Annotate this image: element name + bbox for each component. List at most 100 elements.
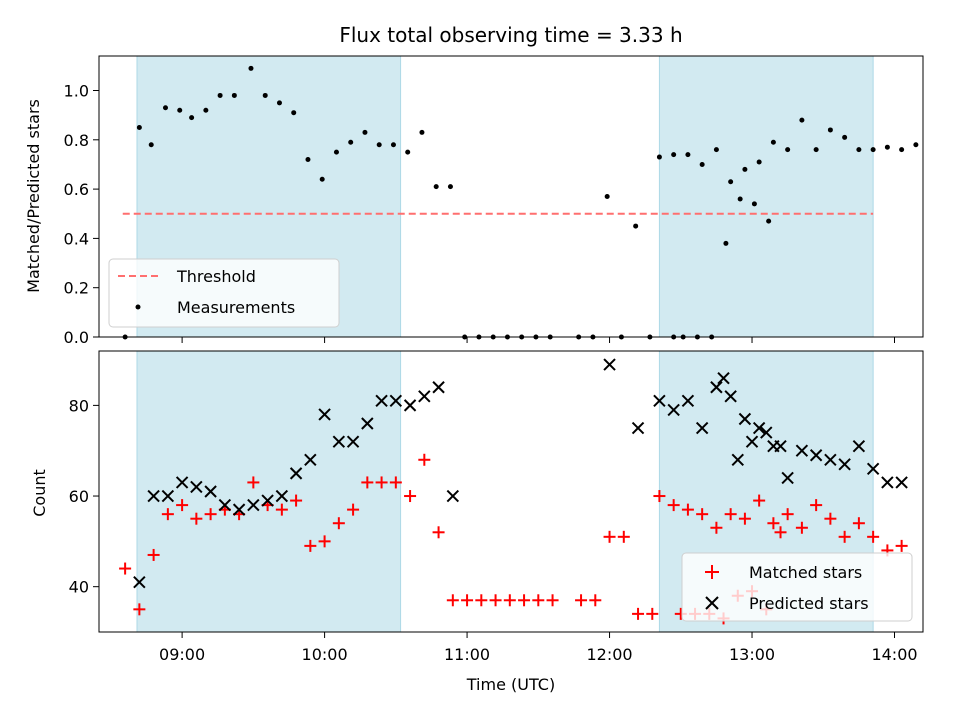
- predicted-star-point: [881, 476, 894, 489]
- measurement-point: [685, 152, 691, 158]
- bottom-legend-box: [681, 552, 913, 622]
- predicted-star-point: [361, 417, 374, 430]
- marker-stroke: [724, 390, 737, 403]
- matched-star-point: [753, 494, 766, 507]
- measurement-point: [262, 92, 268, 98]
- x-tick-label: 10:00: [302, 645, 348, 664]
- matched-star-point: [824, 512, 837, 525]
- x-axis-label: Time (UTC): [466, 675, 555, 694]
- measurement-point: [856, 147, 862, 153]
- matched-star-point: [710, 521, 723, 534]
- matched-star-point: [375, 476, 388, 489]
- predicted-star-point: [724, 390, 737, 403]
- measurement-point: [656, 154, 662, 160]
- predicted-stars-points: [133, 358, 908, 589]
- top-plot-frame: [98, 55, 924, 338]
- y-tick-label: 1.0: [64, 82, 89, 101]
- matched-star-point: [304, 539, 317, 552]
- y-tick-label: 0.6: [64, 180, 89, 199]
- measurement-point: [770, 139, 776, 145]
- measurement-point: [728, 179, 734, 185]
- predicted-star-point: [795, 444, 809, 457]
- matched-star-point: [724, 508, 737, 521]
- measurement-point: [390, 142, 396, 148]
- matched-star-point: [532, 594, 545, 607]
- matched-star-point: [275, 503, 288, 516]
- marker-stroke: [881, 476, 894, 489]
- marker-stroke: [261, 494, 274, 507]
- measurement-point: [737, 196, 743, 202]
- matched-star-point: [347, 503, 360, 516]
- predicted-star-point: [681, 394, 695, 408]
- matched-star-point: [867, 530, 880, 543]
- bottom-y-ticks: 40 60 80: [69, 396, 99, 597]
- predicted-star-point: [432, 381, 445, 394]
- marker-stroke: [304, 453, 317, 466]
- predicted-star-point: [133, 575, 146, 589]
- matched-star-point: [632, 607, 645, 620]
- measurement-point: [177, 107, 183, 113]
- matched-star-point: [681, 503, 694, 516]
- matched-star-point: [810, 499, 823, 512]
- marker-stroke: [852, 439, 866, 453]
- marker-stroke: [289, 467, 303, 480]
- predicted-star-point: [304, 453, 317, 466]
- matched-star-point: [147, 548, 160, 561]
- predicted-star-point: [218, 498, 232, 512]
- measurement-point: [162, 105, 168, 111]
- marker-stroke: [175, 476, 189, 489]
- marker-stroke: [403, 399, 417, 412]
- matched-star-point: [838, 530, 851, 543]
- marker-stroke: [346, 435, 360, 448]
- bottom-panel: 40 60 80 09:00 10:00 11:00 12:00 13:00 14:00 Co…: [30, 350, 924, 694]
- matched-star-point: [738, 512, 751, 525]
- predicted-star-point: [603, 358, 616, 371]
- matched-star-point: [646, 607, 659, 620]
- marker-stroke: [824, 453, 837, 466]
- predicted-star-point: [745, 435, 759, 448]
- measurement-point: [217, 92, 223, 98]
- measurement-point: [713, 147, 719, 153]
- measurement-point: [231, 92, 237, 98]
- predicted-star-point: [738, 412, 752, 426]
- marker-stroke: [147, 489, 160, 503]
- predicted-star-point: [710, 381, 723, 394]
- predicted-star-point: [375, 394, 388, 408]
- legend-matched-swatch: [705, 565, 719, 579]
- matched-star-point: [332, 517, 345, 530]
- marker-stroke: [275, 489, 289, 503]
- matched-star-point: [247, 476, 260, 489]
- measurement-point: [723, 240, 729, 246]
- marker-stroke: [731, 453, 744, 466]
- predicted-star-point: [631, 421, 645, 435]
- x-tick-label: 12:00: [586, 645, 632, 664]
- measurement-point: [913, 142, 919, 148]
- marker-stroke: [133, 575, 146, 589]
- matched-star-point: [489, 594, 502, 607]
- predicted-star-point: [175, 476, 189, 489]
- top-x-ticks: [181, 337, 896, 343]
- predicted-star-point: [261, 494, 274, 507]
- matched-star-point: [653, 490, 666, 503]
- marker-stroke: [389, 394, 403, 408]
- measurement-point: [604, 194, 610, 199]
- measurement-point: [884, 144, 890, 150]
- measurement-point: [291, 110, 297, 116]
- predicted-star-point: [895, 476, 908, 489]
- marker-stroke: [767, 439, 780, 453]
- predicted-star-point: [653, 394, 666, 408]
- matched-star-point: [589, 594, 602, 607]
- matched-star-point: [603, 530, 616, 543]
- matched-star-point: [795, 521, 808, 534]
- matched-star-point: [852, 517, 865, 530]
- measurement-point: [827, 127, 833, 133]
- legend-measurements-label: Measurements: [177, 298, 295, 317]
- measurement-point: [136, 124, 142, 130]
- top-legend: Threshold Measurements: [108, 258, 340, 328]
- marker-stroke: [710, 381, 723, 394]
- predicted-star-point: [204, 485, 217, 498]
- matched-star-point: [518, 594, 531, 607]
- predicted-star-point: [346, 435, 360, 448]
- legend-predicted-label: Predicted stars: [749, 594, 869, 613]
